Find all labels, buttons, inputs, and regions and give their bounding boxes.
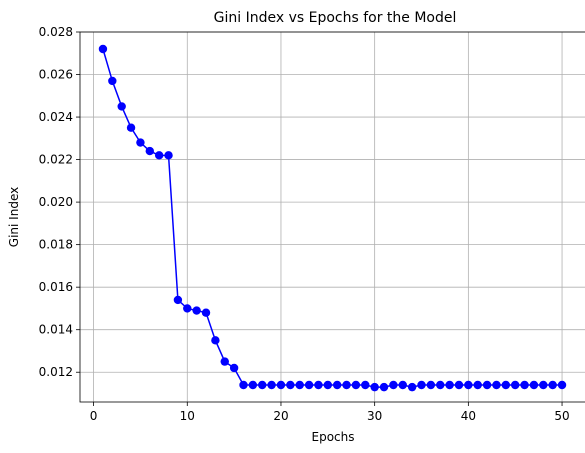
data-point [370,383,378,391]
data-point [108,77,116,85]
data-point [286,381,294,389]
data-point [352,381,360,389]
data-point [361,381,369,389]
data-point [530,381,538,389]
data-point [192,306,200,314]
y-tick-label: 0.016 [39,280,73,294]
data-point [380,383,388,391]
x-tick-label: 0 [90,409,98,423]
data-point [230,364,238,372]
x-tick-label: 10 [180,409,195,423]
data-point [258,381,266,389]
data-point [342,381,350,389]
data-point [277,381,285,389]
data-point [99,45,107,53]
data-point [436,381,444,389]
x-tick-label: 50 [554,409,569,423]
data-point [539,381,547,389]
y-tick-label: 0.022 [39,153,73,167]
x-tick-label: 30 [367,409,382,423]
tick-layer: 0 10 20 30 40 50 0.012 0.014 0.016 0.018 0.020 0.02… [39,25,570,423]
data-point [127,123,135,131]
data-point [202,308,210,316]
plot-frame [80,32,585,402]
chart-title: Gini Index vs Epochs for the Model [214,10,457,26]
data-point [520,381,528,389]
data-point [221,357,229,365]
data-point [483,381,491,389]
y-tick-label: 0.014 [39,323,73,337]
data-point [511,381,519,389]
data-point [399,381,407,389]
y-tick-label: 0.012 [39,365,73,379]
data-point [333,381,341,389]
data-point [305,381,313,389]
data-point [389,381,397,389]
data-point [267,381,275,389]
x-tick-label: 40 [461,409,476,423]
data-point [136,138,144,146]
data-point [183,304,191,312]
data-point [324,381,332,389]
x-axis-label: Epochs [312,430,355,444]
series-layer [99,45,566,392]
y-axis-label: Gini Index [7,187,21,247]
data-point [211,336,219,344]
y-tick-label: 0.024 [39,110,73,124]
data-point [502,381,510,389]
data-point [445,381,453,389]
x-tick-label: 20 [273,409,288,423]
data-point [558,381,566,389]
data-point [117,102,125,110]
data-point [155,151,163,159]
data-point [408,383,416,391]
grid-layer [80,32,585,402]
y-tick-label: 0.020 [39,195,73,209]
y-tick-label: 0.028 [39,25,73,39]
data-point [455,381,463,389]
data-point [249,381,257,389]
y-tick-label: 0.026 [39,68,73,82]
data-point [296,381,304,389]
data-point [417,381,425,389]
data-point [474,381,482,389]
data-point [427,381,435,389]
data-point [548,381,556,389]
data-point [174,296,182,304]
series-line [103,49,562,387]
data-point [464,381,472,389]
y-tick-label: 0.018 [39,238,73,252]
data-point [239,381,247,389]
data-point [146,147,154,155]
data-point [492,381,500,389]
data-point [164,151,172,159]
data-point [314,381,322,389]
